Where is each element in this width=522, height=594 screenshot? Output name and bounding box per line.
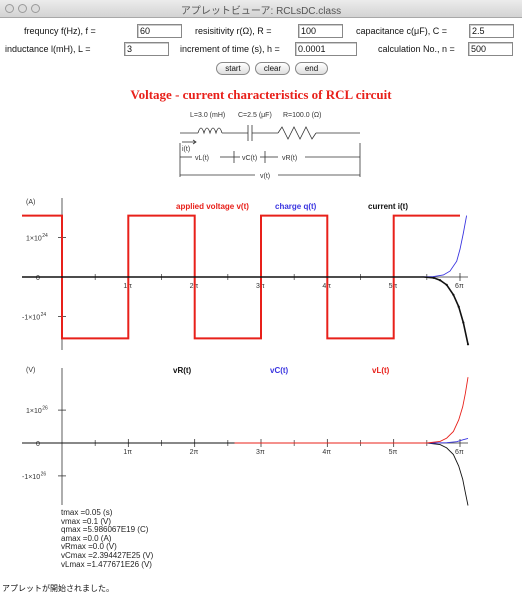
resistivity-label: resisitivity r(Ω), R = xyxy=(195,26,272,36)
y-tick-exponent: 26 xyxy=(41,471,47,477)
y-tick-label: 0 xyxy=(36,275,40,282)
x-tick-label: 6π xyxy=(455,449,464,456)
y-tick-exponent: 26 xyxy=(42,406,48,412)
zoom-window-button[interactable] xyxy=(31,4,40,13)
time-step-input[interactable] xyxy=(295,42,357,56)
max-readouts: tmax =0.05 (s) vmax =0.1 (V) qmax =5.98606… xyxy=(61,508,154,569)
series-line-1 xyxy=(22,214,460,340)
legend-label-2: charge q(t) xyxy=(275,202,317,211)
v-label: v(t) xyxy=(260,173,270,180)
inductance-input[interactable] xyxy=(124,42,169,56)
x-tick-label: 4π xyxy=(322,449,331,456)
current-dot xyxy=(432,276,435,279)
minimize-window-button[interactable] xyxy=(18,4,27,13)
resistivity-input[interactable] xyxy=(298,24,343,38)
capacitance-label: capacitance c(μF), C = xyxy=(356,26,447,36)
window-title: アプレットビューア: RCLsDC.class xyxy=(180,6,342,17)
current-dot xyxy=(439,279,442,282)
readout-line: qmax =5.986067E19 (C) xyxy=(61,525,149,535)
calc-number-input[interactable] xyxy=(468,42,513,56)
time-step-label: increment of time (s), h = xyxy=(180,44,280,54)
status-bar: アプレットが開始されました。 xyxy=(2,584,114,593)
legend-label-1: applied voltage v(t) xyxy=(176,202,249,211)
window-titlebar: アプレットビューア: RCLsDC.class xyxy=(0,0,522,18)
legend-label-3: vL(t) xyxy=(372,366,390,375)
y-tick-label: 1×10 xyxy=(26,235,42,242)
x-tick-label: 3π xyxy=(256,449,265,456)
start-button[interactable]: start xyxy=(216,62,250,75)
x-tick-label: 5π xyxy=(389,449,398,456)
vr-label: vR(t) xyxy=(282,155,297,162)
readout-line: vRmax =0.0 (V) xyxy=(61,542,117,552)
series-line-3 xyxy=(234,377,469,444)
x-tick-label: 1π xyxy=(123,449,132,456)
page-title: Voltage - current characteristics of RCL… xyxy=(130,87,392,102)
y-tick-label: 1×10 xyxy=(26,408,42,415)
current-label: i(t) xyxy=(182,146,190,153)
inductor-coil xyxy=(197,127,223,135)
y-axis-unit-label: (A) xyxy=(26,199,35,206)
resistor-zigzag xyxy=(277,126,317,140)
calc-number-label: calculation No., n = xyxy=(378,44,455,54)
capacitance-input[interactable] xyxy=(469,24,514,38)
resistor-label: R=100.0 (Ω) xyxy=(283,112,322,119)
readout-line: vmax =0.1 (V) xyxy=(61,516,112,526)
y-axis-unit-label: (V) xyxy=(26,367,35,374)
current-dot xyxy=(466,343,470,346)
circuit-diagram: L=3.0 (mH) C=2.5 (μF) R=100.0 (Ω) i(t) v… xyxy=(179,112,361,180)
y-tick-label: 0 xyxy=(36,441,40,448)
capacitor-label: C=2.5 (μF) xyxy=(238,112,272,119)
current-dot xyxy=(462,321,465,324)
y-tick-exponent: 24 xyxy=(42,233,48,239)
frequency-input[interactable] xyxy=(137,24,182,38)
readout-line: vCmax =2.394427E25 (V) xyxy=(61,550,154,560)
inductor-label: L=3.0 (mH) xyxy=(190,112,225,119)
close-window-button[interactable] xyxy=(5,4,14,13)
vl-label: vL(t) xyxy=(195,155,209,162)
readout-line: tmax =0.05 (s) xyxy=(61,508,113,517)
y-tick-label: -1×10 xyxy=(22,474,40,481)
series-line-2 xyxy=(261,437,469,444)
legend-label-2: vC(t) xyxy=(270,366,289,375)
readout-line: vLmax =1.477671E26 (V) xyxy=(61,559,152,569)
current-dot xyxy=(457,305,460,308)
series-line-2 xyxy=(261,215,468,278)
y-tick-label: -1×10 xyxy=(22,315,40,322)
x-tick-label: 6π xyxy=(455,283,464,290)
inductance-label: inductance l(mH), L = xyxy=(5,44,91,54)
frequency-label: frequncy f(Hz), f = xyxy=(24,26,96,36)
legend-label-1: vR(t) xyxy=(173,366,192,375)
current-dot xyxy=(445,283,448,286)
clear-button[interactable]: clear xyxy=(255,62,290,75)
series-line-3 xyxy=(22,276,469,345)
legend-label-3: current i(t) xyxy=(368,202,408,211)
vc-label: vC(t) xyxy=(242,155,257,162)
end-button[interactable]: end xyxy=(295,62,328,75)
y-tick-exponent: 24 xyxy=(41,312,47,318)
readout-line: amax =0.0 (A) xyxy=(61,533,112,543)
current-arrowhead xyxy=(192,139,197,145)
x-tick-label: 2π xyxy=(190,449,199,456)
current-dot xyxy=(452,293,455,296)
series-line-1 xyxy=(22,442,469,506)
